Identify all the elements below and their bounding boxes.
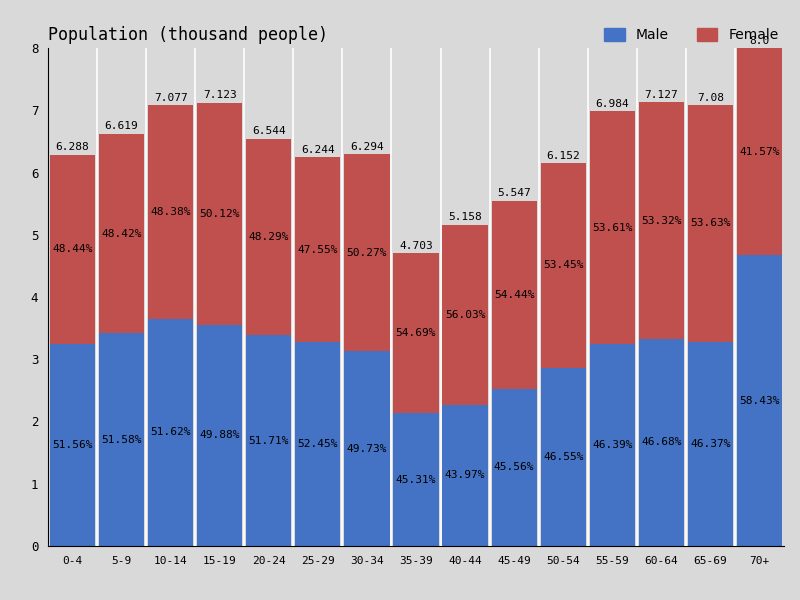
Text: 48.44%: 48.44% [52,244,93,254]
Text: 53.32%: 53.32% [641,215,682,226]
Bar [295,157,341,342]
Bar [737,48,782,255]
Bar [295,342,341,546]
Text: 52.45%: 52.45% [298,439,338,449]
Text: 46.55%: 46.55% [543,452,583,462]
Text: 46.68%: 46.68% [641,437,682,448]
Bar [197,103,242,325]
Text: 4.703: 4.703 [399,241,433,251]
Text: 6.288: 6.288 [56,142,90,152]
Text: 50.12%: 50.12% [199,209,240,219]
Text: 48.29%: 48.29% [249,232,289,242]
Bar [394,413,438,546]
Text: 56.03%: 56.03% [445,310,486,320]
Text: 45.56%: 45.56% [494,463,534,472]
Text: 41.57%: 41.57% [739,146,780,157]
Text: 45.31%: 45.31% [396,475,436,485]
Bar [50,155,95,344]
Text: 7.127: 7.127 [645,90,678,100]
Bar [50,344,95,546]
Text: 58.43%: 58.43% [739,395,780,406]
Text: 7.08: 7.08 [697,93,724,103]
Text: 51.56%: 51.56% [52,440,93,450]
Text: 46.37%: 46.37% [690,439,730,449]
Text: 51.62%: 51.62% [150,427,191,437]
Text: 7.077: 7.077 [154,93,187,103]
Text: 5.158: 5.158 [448,212,482,223]
Text: 48.42%: 48.42% [102,229,142,239]
Text: 46.39%: 46.39% [592,440,633,450]
Bar [442,225,488,405]
Text: 51.71%: 51.71% [249,436,289,446]
Legend: Male, Female: Male, Female [598,23,785,47]
Text: Population (thousand people): Population (thousand people) [48,26,328,44]
Text: 49.88%: 49.88% [199,430,240,440]
Bar [99,134,144,334]
Bar [638,103,684,339]
Bar [590,344,635,546]
Text: 7.123: 7.123 [203,90,237,100]
Text: 51.58%: 51.58% [102,435,142,445]
Bar [491,200,537,389]
Text: 6.544: 6.544 [252,126,286,136]
Text: 49.73%: 49.73% [346,443,387,454]
Text: 6.619: 6.619 [105,121,138,131]
Text: 6.294: 6.294 [350,142,384,152]
Bar [541,163,586,368]
Text: 6.152: 6.152 [546,151,580,161]
Text: 6.244: 6.244 [301,145,334,155]
Bar [688,105,733,341]
Bar [541,368,586,546]
Text: 48.38%: 48.38% [150,207,191,217]
Text: 43.97%: 43.97% [445,470,486,481]
Text: 53.61%: 53.61% [592,223,633,233]
Text: 54.44%: 54.44% [494,290,534,299]
Text: 54.69%: 54.69% [396,328,436,338]
Bar [246,335,291,546]
Bar [99,334,144,546]
Bar [394,253,438,413]
Text: 5.547: 5.547 [498,188,531,198]
Bar [344,351,390,546]
Bar [442,405,488,546]
Text: 53.63%: 53.63% [690,218,730,229]
Text: 53.45%: 53.45% [543,260,583,271]
Bar [197,325,242,546]
Bar [491,389,537,546]
Bar [638,339,684,546]
Bar [148,106,194,319]
Text: 47.55%: 47.55% [298,245,338,255]
Text: 50.27%: 50.27% [346,248,387,257]
Bar [590,111,635,344]
Bar [737,255,782,546]
Bar [688,341,733,546]
Bar [246,139,291,335]
Bar [148,319,194,546]
Bar [344,154,390,351]
Text: 6.984: 6.984 [595,99,629,109]
Text: 8.0: 8.0 [750,35,770,46]
